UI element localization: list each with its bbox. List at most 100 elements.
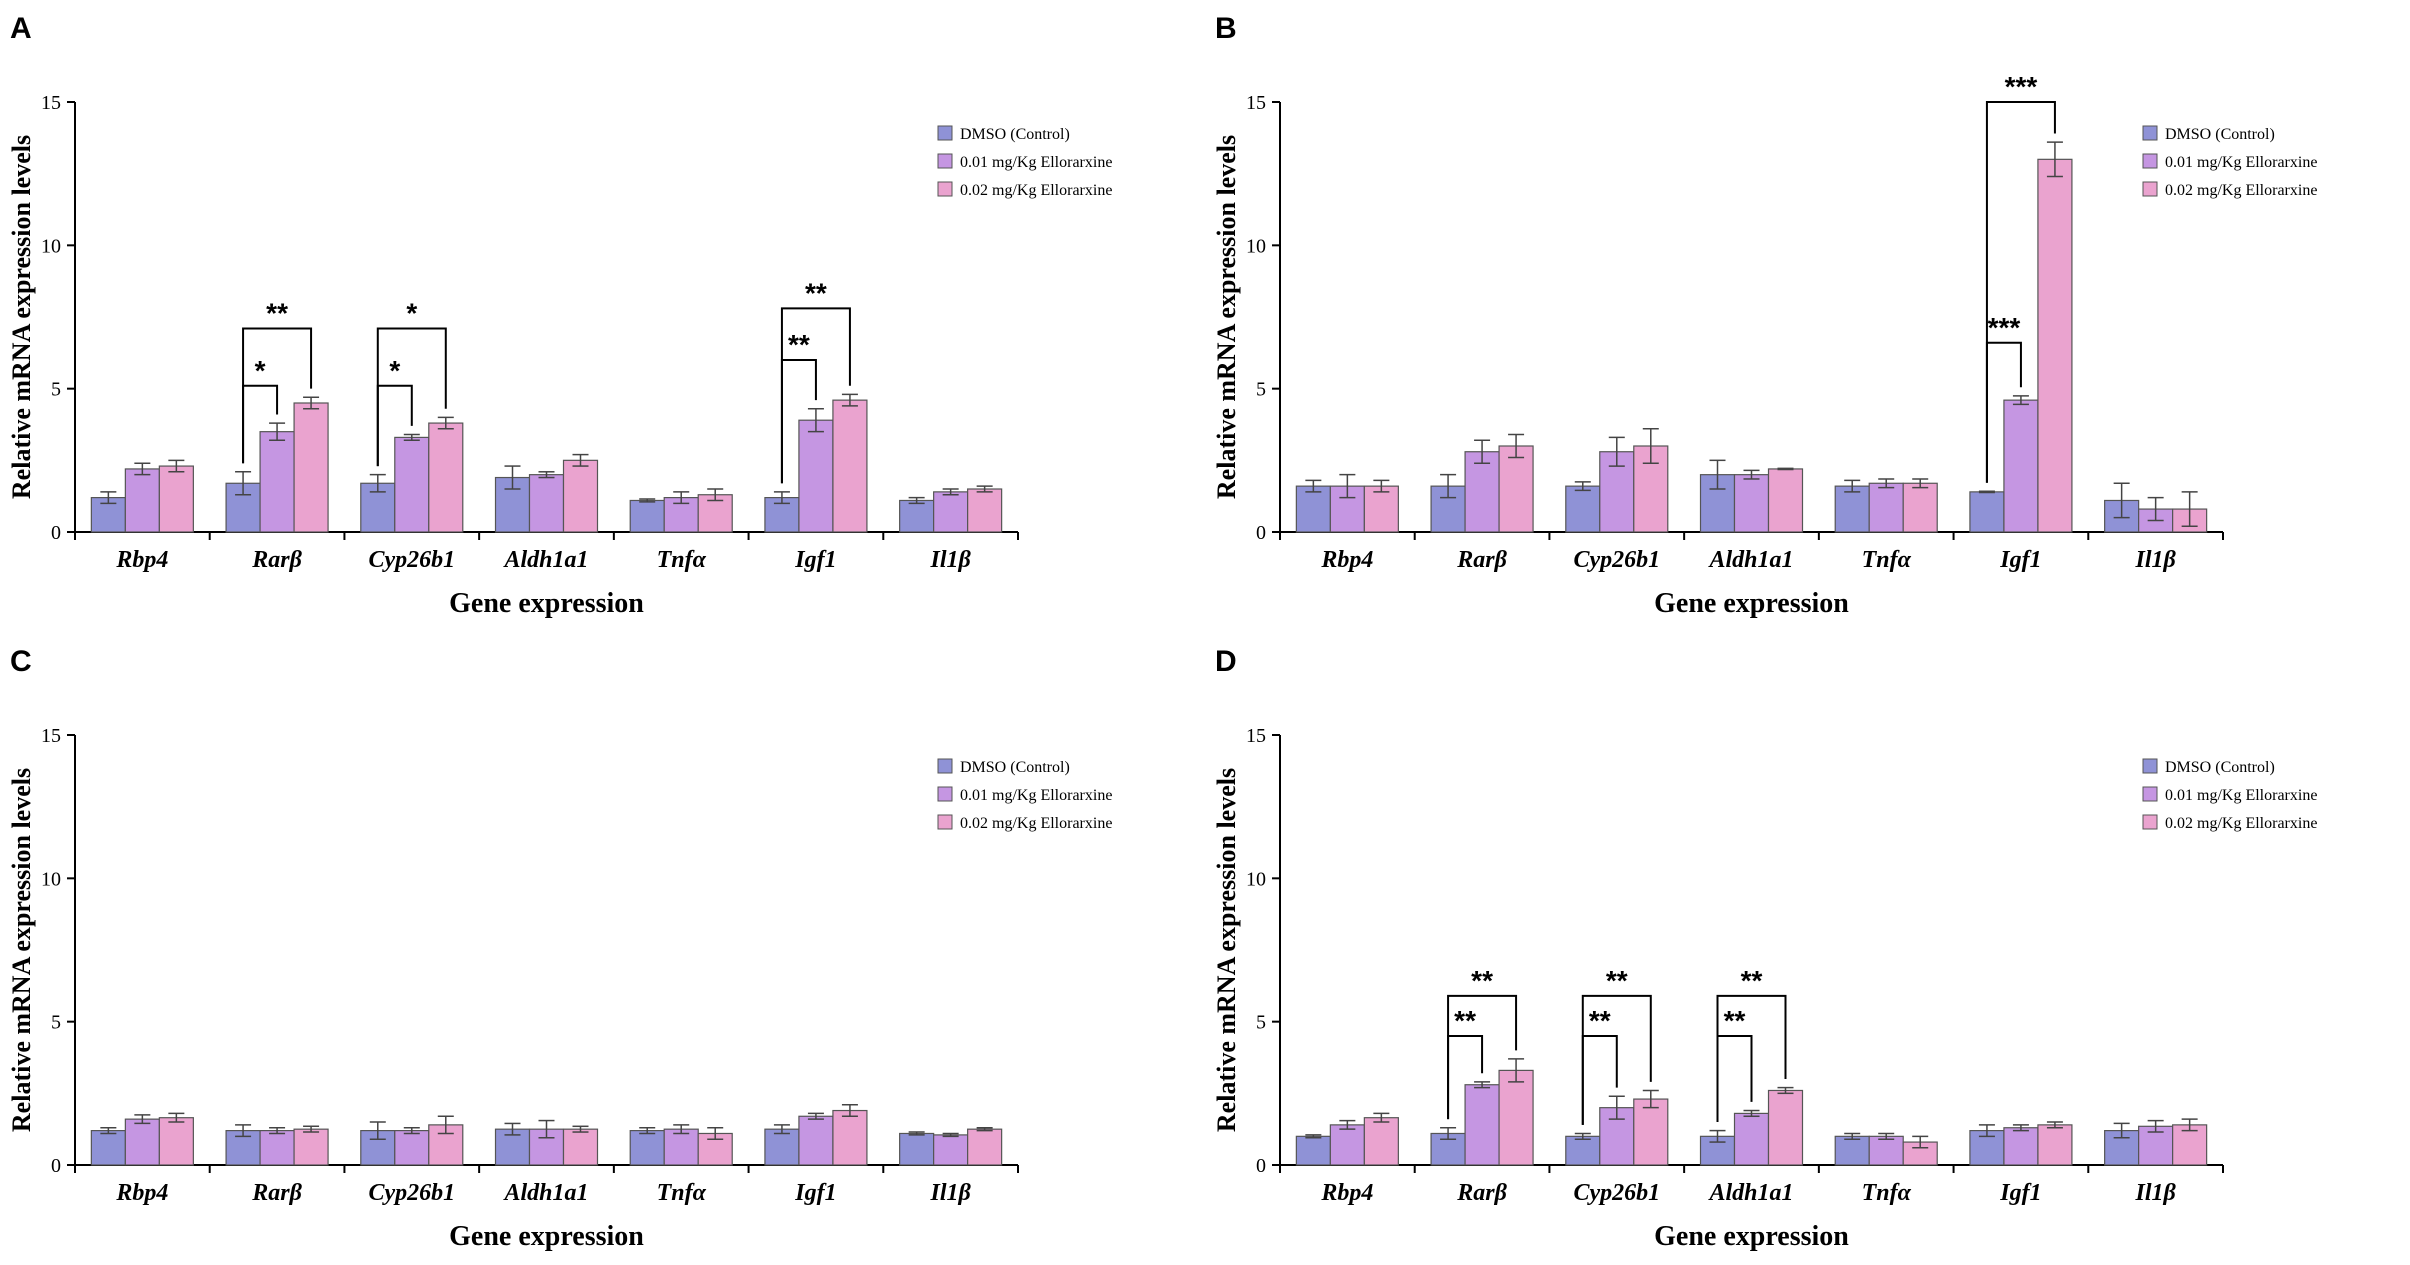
- bar: [933, 1134, 969, 1166]
- category-label: Aldh1a1: [502, 1180, 588, 1206]
- chart-c: C Relative mRNA expression levels 0 5 10 15 Rb…: [7, 645, 1112, 1252]
- y-tick-label: 10: [1246, 868, 1266, 890]
- bar: [764, 1128, 800, 1166]
- bar: [1295, 1135, 1331, 1166]
- significance-bracket: [1716, 994, 1787, 1122]
- category-label: Igf1: [1999, 1180, 2041, 1206]
- legend-label: 0.02 mg/Kg Ellorarxine: [2165, 815, 2317, 832]
- category-label: Tnfα: [1862, 547, 1912, 573]
- chart-a: A Relative mRNA expression levels 0 5 10 15 Rb…: [7, 12, 1112, 619]
- panel-a: A Relative mRNA expression levels 0 5 10 15 Rb…: [0, 0, 1205, 632]
- category-label: Tnfα: [657, 1180, 707, 1206]
- legend-swatch: [2142, 758, 2158, 774]
- bar: [697, 494, 733, 533]
- bar: [1868, 1135, 1904, 1166]
- significance-bracket: [376, 327, 447, 467]
- bar: [899, 499, 935, 533]
- bar: [1868, 482, 1904, 533]
- legend-label: 0.02 mg/Kg Ellorarxine: [2165, 182, 2317, 199]
- legend-swatch: [937, 125, 953, 141]
- bar: [1498, 445, 1534, 533]
- legend-swatch: [937, 153, 953, 169]
- x-axis-label: Gene expression: [449, 1221, 644, 1252]
- bar: [2037, 158, 2073, 533]
- significance-label: **: [1471, 965, 1493, 996]
- significance-label: *: [255, 355, 266, 386]
- y-tick-label: 0: [51, 1155, 61, 1177]
- bar: [1464, 1084, 1500, 1166]
- bar: [1498, 1069, 1534, 1166]
- legend-swatch: [2142, 153, 2158, 169]
- bar: [629, 1130, 665, 1166]
- legend-swatch: [937, 786, 953, 802]
- category-label: Rbp4: [115, 547, 168, 573]
- bar: [1969, 491, 2005, 533]
- legend-swatch: [2142, 786, 2158, 802]
- x-axis-label: Gene expression: [1654, 588, 1849, 619]
- category-label: Cyp26b1: [368, 547, 455, 573]
- significance-label: **: [1606, 965, 1628, 996]
- bar: [629, 499, 665, 533]
- y-tick-label: 15: [1246, 725, 1266, 747]
- category-label: Cyp26b1: [1573, 1180, 1660, 1206]
- bar: [1633, 1098, 1669, 1166]
- category-label: Aldh1a1: [1707, 547, 1793, 573]
- y-tick-label: 10: [41, 868, 61, 890]
- bar: [1767, 1089, 1804, 1166]
- significance-label: ***: [2005, 71, 2038, 102]
- bar: [1834, 1135, 1870, 1166]
- bar: [259, 1130, 295, 1166]
- panel-label-b: B: [1215, 12, 1237, 45]
- panel-d: D Relative mRNA expression levels 0 5 10 15 Rb…: [1205, 633, 2410, 1265]
- y-tick-label: 5: [1256, 1012, 1266, 1034]
- y-tick-label: 15: [41, 92, 61, 114]
- legend-label: 0.01 mg/Kg Ellorarxine: [2165, 154, 2317, 171]
- bar: [394, 1130, 430, 1166]
- legend-label: 0.01 mg/Kg Ellorarxine: [2165, 787, 2317, 804]
- bar: [1767, 468, 1804, 533]
- bar: [933, 491, 969, 533]
- bar: [158, 1117, 194, 1166]
- significance-label: **: [788, 329, 810, 360]
- significance-bracket: [1985, 101, 2056, 483]
- bar: [1565, 1135, 1601, 1166]
- bar: [1464, 451, 1500, 533]
- panel-c: C Relative mRNA expression levels 0 5 10 15 Rb…: [0, 633, 1205, 1265]
- bar: [2003, 399, 2039, 533]
- category-label: Igf1: [794, 1180, 836, 1206]
- y-tick-label: 10: [41, 235, 61, 257]
- y-tick-label: 5: [51, 1012, 61, 1034]
- y-tick-label: 10: [1246, 235, 1266, 257]
- x-axis-label: Gene expression: [1654, 1221, 1849, 1252]
- significance-label: **: [266, 297, 288, 328]
- bar: [158, 465, 194, 533]
- category-label: Rbp4: [115, 1180, 168, 1206]
- legend-swatch: [2142, 814, 2158, 830]
- chart-d: D Relative mRNA expression levels 0 5 10 15 Rb…: [1212, 645, 2317, 1252]
- panel-b: B Relative mRNA expression levels 0 5 10 15 Rb…: [1205, 0, 2410, 632]
- category-label: Tnfα: [1862, 1180, 1912, 1206]
- significance-label: ***: [1988, 312, 2021, 343]
- category-label: Rarβ: [251, 1180, 302, 1206]
- bar: [967, 1128, 1003, 1166]
- legend-label: 0.02 mg/Kg Ellorarxine: [960, 182, 1112, 199]
- bar: [124, 468, 160, 533]
- significance-bracket: [1716, 1035, 1753, 1122]
- panel-label-a: A: [10, 12, 32, 45]
- category-label: Il1β: [929, 547, 971, 573]
- bar: [90, 1130, 126, 1166]
- category-label: Tnfα: [657, 547, 707, 573]
- significance-bracket: [1447, 994, 1518, 1120]
- bar: [428, 422, 464, 533]
- category-label: Rarβ: [251, 547, 302, 573]
- significance-label: **: [1454, 1005, 1476, 1036]
- bar: [2003, 1127, 2039, 1166]
- legend-swatch: [937, 814, 953, 830]
- bar: [1363, 1117, 1399, 1166]
- bar: [1565, 485, 1601, 533]
- bar: [2172, 1124, 2208, 1166]
- y-tick-label: 15: [1246, 92, 1266, 114]
- bar: [1329, 1124, 1365, 1166]
- y-axis-label: Relative mRNA expression levels: [7, 135, 36, 499]
- category-label: Il1β: [929, 1180, 971, 1206]
